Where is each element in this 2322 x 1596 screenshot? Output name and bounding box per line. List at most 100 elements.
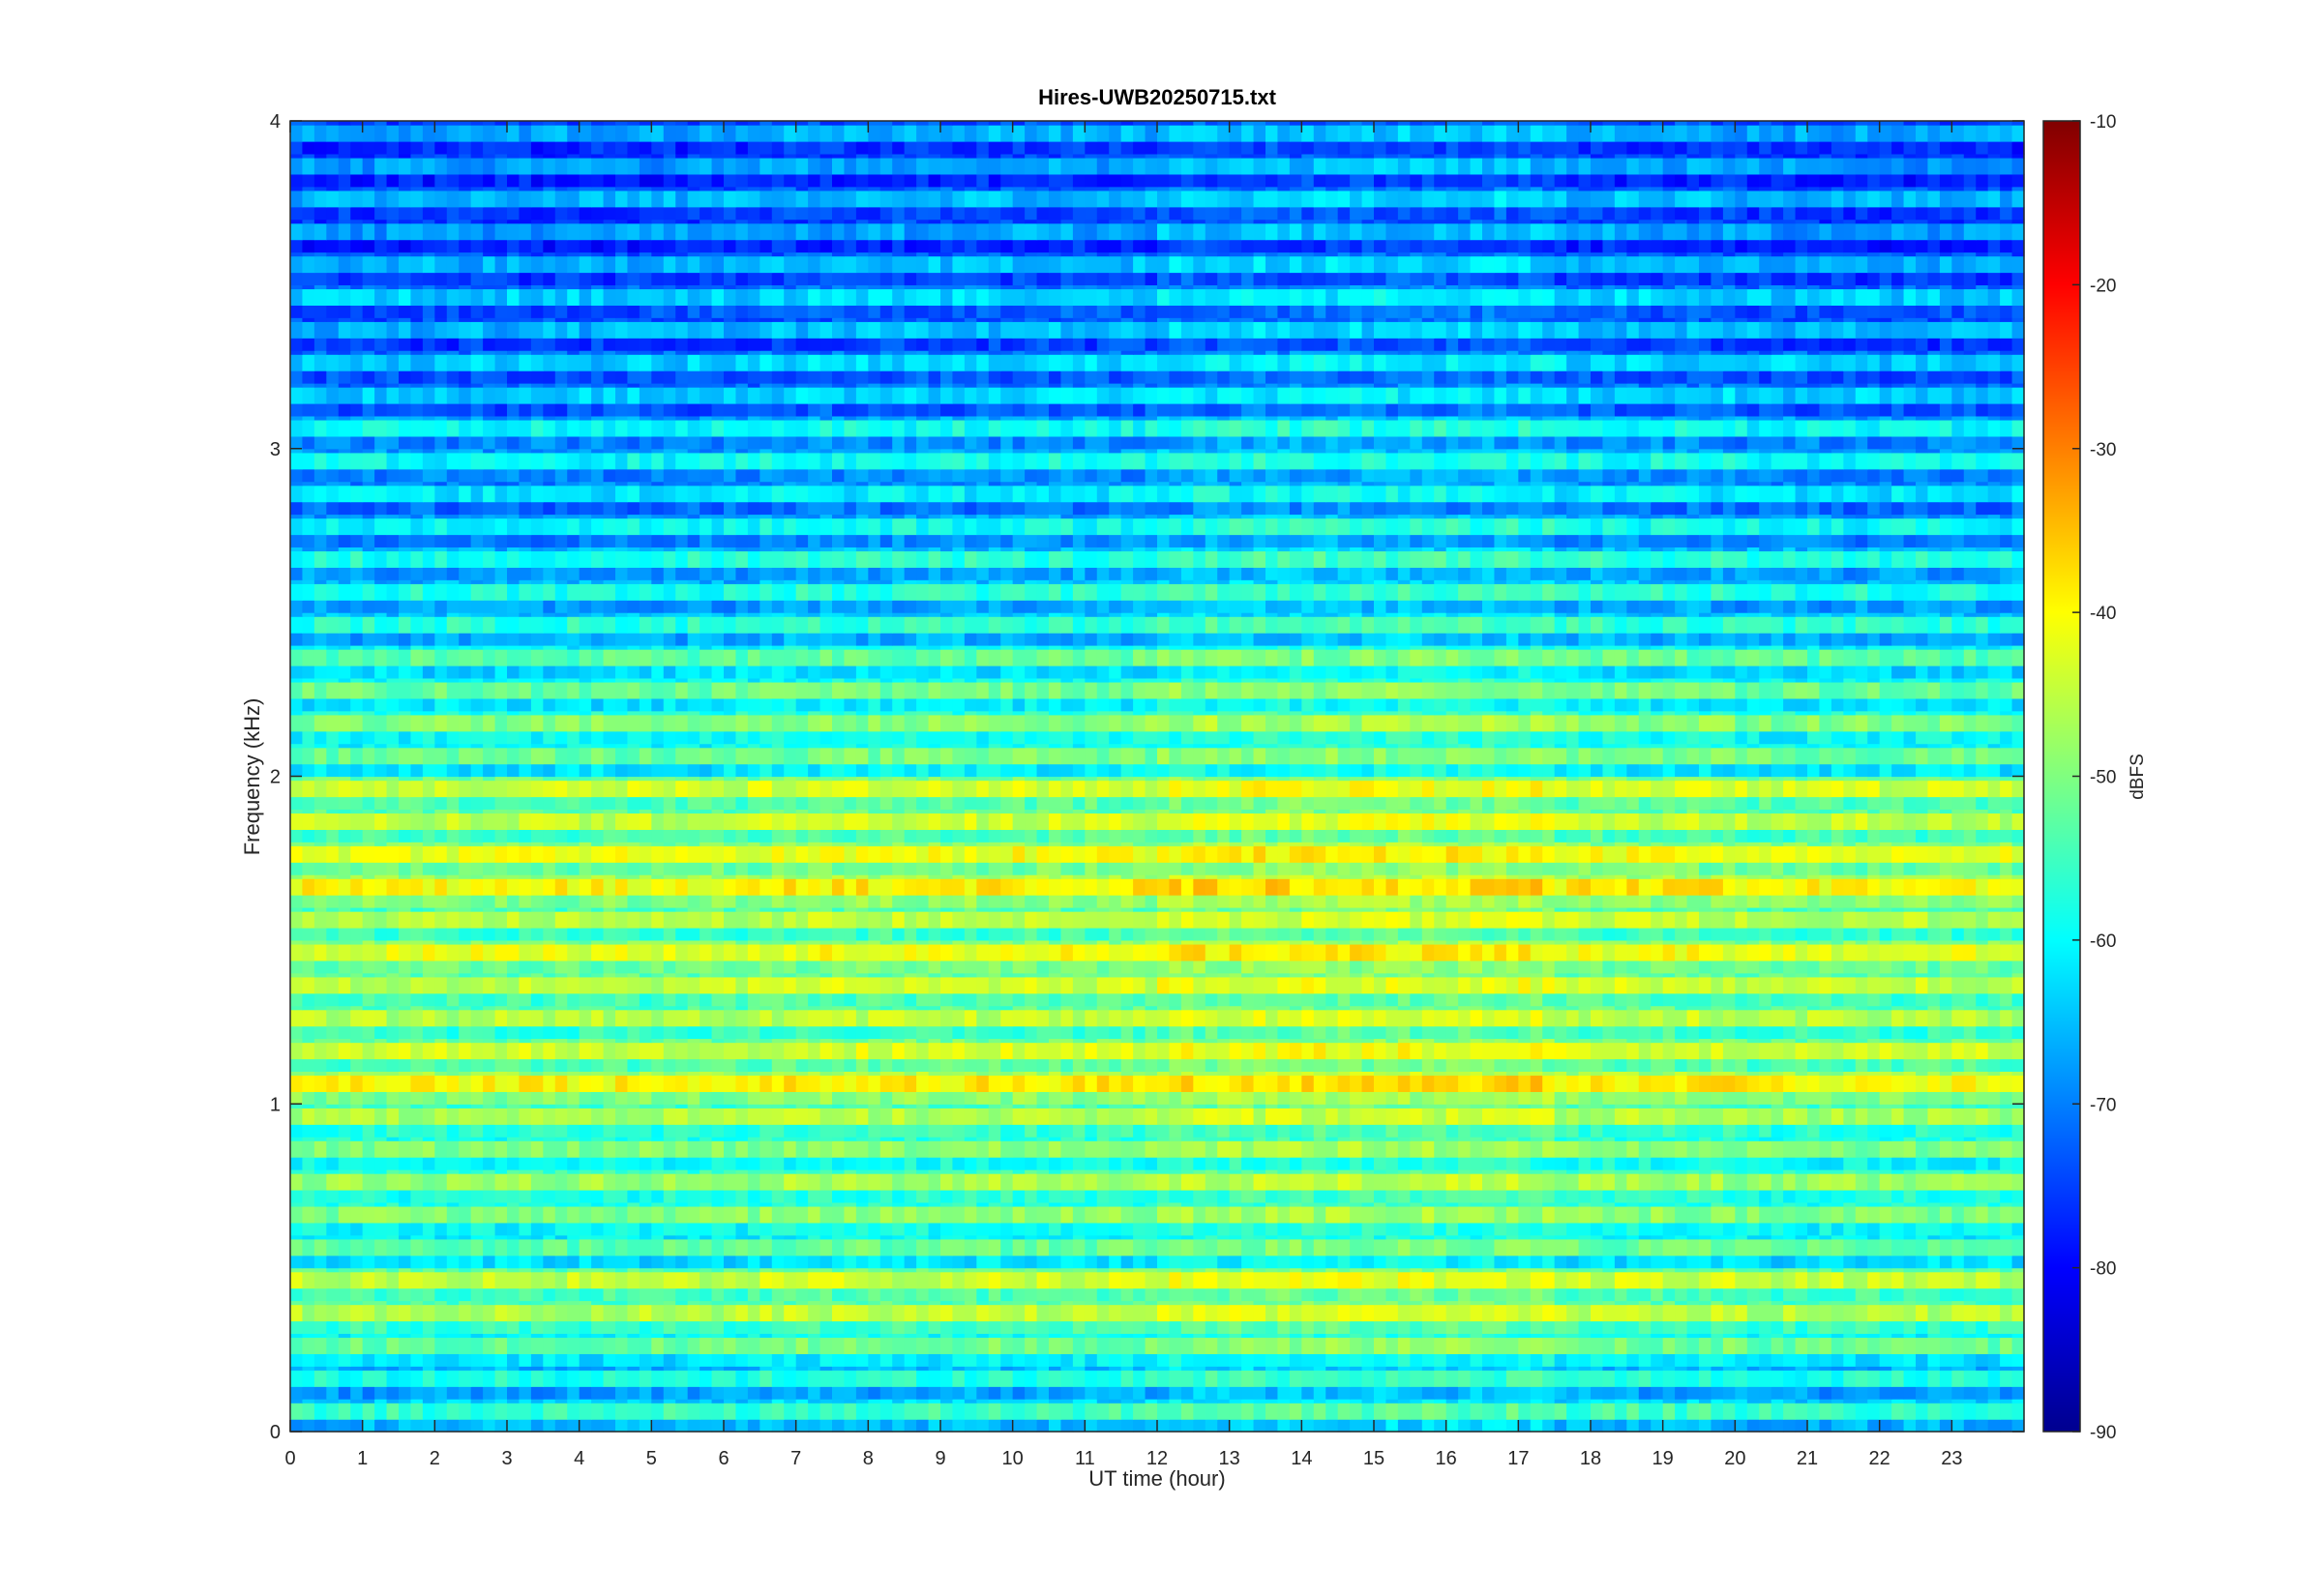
heatmap-cell [964,1353,977,1367]
heatmap-cell [591,1205,605,1224]
heatmap-cell [759,1255,773,1269]
heatmap-cell [1277,1304,1291,1322]
heatmap-cell [1180,1140,1194,1158]
heatmap-cell [1662,1300,1676,1306]
heatmap-cell [1265,1205,1279,1224]
heatmap-cell [747,1157,760,1170]
heatmap-cell [1301,1304,1315,1322]
heatmap-cell [928,1124,941,1138]
heatmap-cell [771,1320,785,1334]
heatmap-cell [1578,1238,1592,1256]
heatmap-cell [422,1386,435,1400]
heatmap-cell [1855,1234,1868,1240]
heatmap-cell [892,1137,906,1141]
heatmap-cell [1879,1058,1892,1072]
heatmap-cell [1169,1173,1182,1191]
heatmap-cell [868,1205,881,1224]
heatmap-cell [1000,1370,1014,1387]
heatmap-cell [1591,1234,1604,1240]
heatmap-cell [1241,1267,1255,1273]
heatmap-cell [1301,1386,1315,1400]
heatmap-cell [1060,1222,1074,1236]
heatmap-cell [1699,1271,1712,1289]
heatmap-cell [1939,1386,1952,1400]
heatmap-cell [1458,1333,1472,1339]
heatmap-cell [1759,1190,1772,1203]
heatmap-cell [1385,1234,1399,1240]
heatmap-cell [700,1104,713,1108]
heatmap-cell [904,1238,917,1256]
heatmap-cell [952,1337,966,1354]
heatmap-cell [1699,1104,1712,1108]
heatmap-cell [1903,1304,1917,1322]
heatmap-cell [1951,1091,1965,1105]
heatmap-cell [675,1399,689,1404]
heatmap-cell [1133,1255,1146,1269]
heatmap-cell [554,1320,568,1334]
heatmap-cell [554,1104,568,1108]
heatmap-cell [784,1071,797,1077]
heatmap-cell [1916,1091,1929,1105]
heatmap-cell [639,1300,652,1306]
heatmap-cell [1397,1271,1411,1289]
heatmap-cell [1651,1320,1664,1334]
heatmap-cell [784,1042,797,1060]
heatmap-cell [1012,1386,1026,1400]
heatmap-cell [1807,1366,1821,1371]
heatmap-cell [855,1190,869,1203]
heatmap-cell [350,1108,364,1125]
heatmap-cell [1566,1075,1580,1092]
heatmap-cell [832,1267,846,1273]
heatmap-cell [1060,1287,1074,1302]
heatmap-cell [1012,1190,1026,1203]
heatmap-cell [1591,1255,1604,1269]
heatmap-cell [747,1320,760,1334]
heatmap-cell [1253,1137,1266,1141]
heatmap-cell [735,1091,749,1105]
heatmap-cell [302,1234,315,1240]
heatmap-cell [1096,1353,1110,1367]
heatmap-cell [1434,1071,1447,1077]
heatmap-cell [844,1201,857,1207]
heatmap-cell [784,1234,797,1240]
heatmap-cell [868,1333,881,1339]
heatmap-cell [1795,1234,1808,1240]
heatmap-cell [1686,1173,1700,1191]
heatmap-cell [759,1140,773,1158]
heatmap-cell [1614,1300,1627,1306]
heatmap-cell [819,1137,833,1141]
heatmap-cell [1530,1386,1543,1400]
heatmap-cell [507,1075,521,1092]
heatmap-cell [530,1108,544,1125]
heatmap-cell [1120,1333,1134,1339]
heatmap-cell [988,1399,1001,1404]
heatmap-cell [1542,1201,1556,1207]
heatmap-cell [1626,1201,1640,1207]
heatmap-cell [1602,1366,1616,1371]
heatmap-cell [1361,1238,1375,1256]
heatmap-cell [1542,1255,1556,1269]
heatmap-cell [1903,1271,1917,1289]
heatmap-cell [494,1205,508,1224]
heatmap-cell [1686,1370,1700,1387]
heatmap-cell [747,1222,760,1236]
heatmap-cell [567,1300,580,1306]
heatmap-cell [1482,1222,1496,1236]
heatmap-cell [1374,1140,1387,1158]
heatmap-cell [1265,1042,1279,1060]
heatmap-cell [844,1042,857,1060]
heatmap-cell [1843,1366,1857,1371]
heatmap-cell [1711,1370,1724,1387]
heatmap-cell [1651,1091,1664,1105]
heatmap-cell [1542,1238,1556,1256]
heatmap-cell [1133,1104,1146,1108]
heatmap-cell [1277,1238,1291,1256]
heatmap-cell [711,1222,725,1236]
heatmap-cell [1000,1238,1014,1256]
heatmap-cell [1963,1234,1977,1240]
heatmap-cell [1891,1320,1905,1334]
heatmap-cell [1060,1300,1074,1306]
heatmap-cell [1277,1104,1291,1108]
heatmap-cell [1916,1205,1929,1224]
heatmap-cell [1795,1419,1808,1433]
